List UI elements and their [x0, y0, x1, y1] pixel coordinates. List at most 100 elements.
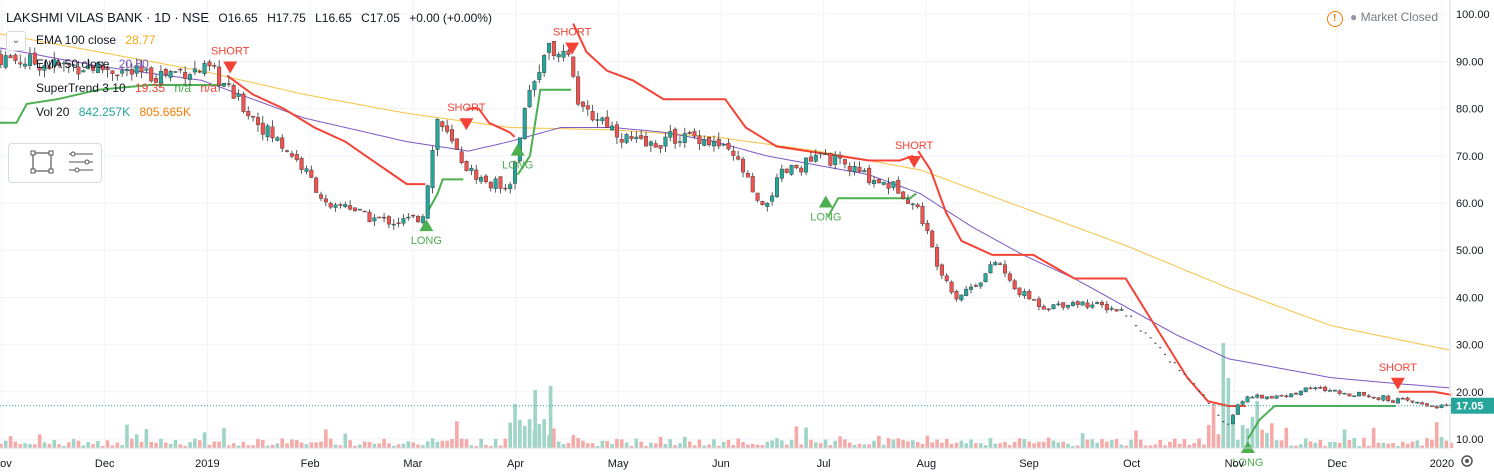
candle-body	[483, 175, 488, 183]
candle-body	[644, 136, 649, 147]
candle-body	[100, 64, 105, 71]
candle-body	[440, 121, 445, 128]
volume-bar	[644, 445, 648, 448]
candle-body	[813, 154, 818, 162]
short-arrow-icon	[1390, 377, 1405, 390]
legend-ema50[interactable]: EMA 50 close 20.80	[36, 57, 155, 71]
volume-bar	[1100, 439, 1104, 448]
volume-bar	[1134, 430, 1138, 448]
volume-bar	[823, 439, 828, 448]
candle-body	[789, 165, 794, 175]
candle-body	[192, 68, 197, 73]
volume-bar	[1347, 439, 1352, 448]
supertrend-segment-up	[0, 84, 222, 124]
candle-body	[658, 145, 663, 149]
candle-body	[624, 134, 629, 143]
candle-body	[818, 152, 823, 155]
volume-bar	[1434, 422, 1439, 448]
volume-bar	[920, 443, 925, 448]
volume-bar	[1046, 437, 1051, 448]
long-label: LONG	[411, 235, 442, 247]
volume-bar	[1430, 439, 1434, 448]
candle-body	[896, 180, 901, 194]
candle-body	[430, 150, 435, 188]
volume-bar	[1236, 439, 1240, 448]
candle-dot	[1173, 362, 1176, 364]
legend-supertrend[interactable]: SuperTrend 3 10 19.35 n/a n/a	[36, 81, 223, 95]
volume-bar	[1119, 444, 1124, 448]
time-tick-label: Mar	[403, 458, 422, 470]
candle-body	[1405, 397, 1410, 401]
volume-bar	[91, 444, 95, 448]
candle-body	[867, 167, 872, 184]
volume-bar	[896, 438, 901, 448]
time-tick-label: 2020	[1430, 458, 1454, 470]
candle-body	[823, 153, 828, 156]
volume-bar	[163, 442, 168, 448]
volume-bar	[1386, 443, 1390, 448]
candle-body	[1284, 395, 1289, 398]
lines-settings-icon[interactable]	[69, 151, 93, 173]
volume-bar	[430, 438, 435, 448]
candle-body	[1298, 390, 1303, 396]
volume-bar	[629, 445, 634, 448]
volume-bar	[338, 445, 343, 448]
volume-bar	[1008, 445, 1012, 448]
volume-bar	[47, 443, 52, 448]
rectangle-tool-icon[interactable]	[30, 150, 54, 174]
candle-body	[959, 294, 964, 301]
symbol-title[interactable]: LAKSHMI VILAS BANK · 1D · NSE	[6, 10, 210, 25]
candle-body	[857, 166, 862, 172]
candle-body	[454, 138, 459, 150]
candle-body	[212, 65, 217, 67]
candle-body	[886, 182, 891, 189]
candle-body	[1332, 389, 1337, 392]
candle-body	[954, 290, 959, 300]
volume-bar	[702, 445, 707, 448]
volume-bar	[653, 443, 658, 448]
candle-body	[503, 187, 508, 190]
candle-body	[561, 50, 566, 58]
volume-bar	[425, 441, 430, 448]
candle-body	[1327, 390, 1332, 392]
volume-bar	[86, 442, 90, 448]
volume-bar	[1231, 421, 1235, 448]
time-tick-label: Jun	[712, 458, 730, 470]
collapse-legend-button[interactable]: ⌄	[6, 31, 26, 51]
volume-bar	[304, 444, 309, 448]
volume-bar	[246, 445, 251, 448]
candle-body	[1051, 304, 1056, 310]
volume-bar	[741, 441, 745, 448]
volume-bar	[421, 445, 425, 448]
supertrend-line	[0, 23, 1452, 440]
time-tick-label: Jul	[817, 458, 831, 470]
candle-body	[1027, 291, 1032, 300]
candle-body	[280, 137, 285, 149]
candle-body	[328, 202, 333, 208]
volume-bar	[1357, 445, 1361, 448]
volume-bar	[513, 404, 517, 448]
candle-body	[663, 136, 668, 147]
settings-gear-icon[interactable]	[1461, 455, 1473, 467]
legend-volume[interactable]: Vol 20 842.257K 805.665K	[36, 105, 197, 119]
candle-body	[920, 205, 925, 225]
signal-markers: SHORT LONG SHORT LONG SHORT LONG SHORT LONG SHOR…	[211, 27, 1417, 469]
volume-bar	[18, 444, 23, 448]
volume-bar	[959, 440, 964, 448]
candle-body	[532, 81, 537, 91]
volume-bar	[3, 440, 8, 448]
volume-bar	[76, 440, 81, 448]
candle-body	[294, 154, 299, 160]
drawing-toolbox	[8, 143, 102, 183]
volume-bar	[1439, 437, 1444, 448]
volume-bar	[193, 438, 197, 448]
candle-body	[721, 143, 726, 146]
legend-ema100[interactable]: EMA 100 close 28.77	[36, 33, 161, 47]
candle-body	[1366, 395, 1371, 397]
vol-value1: 842.257K	[78, 105, 131, 119]
candle-body	[289, 153, 294, 157]
volume-bar	[1376, 442, 1381, 448]
volume-bar	[358, 444, 362, 448]
short-label: SHORT	[553, 27, 592, 39]
